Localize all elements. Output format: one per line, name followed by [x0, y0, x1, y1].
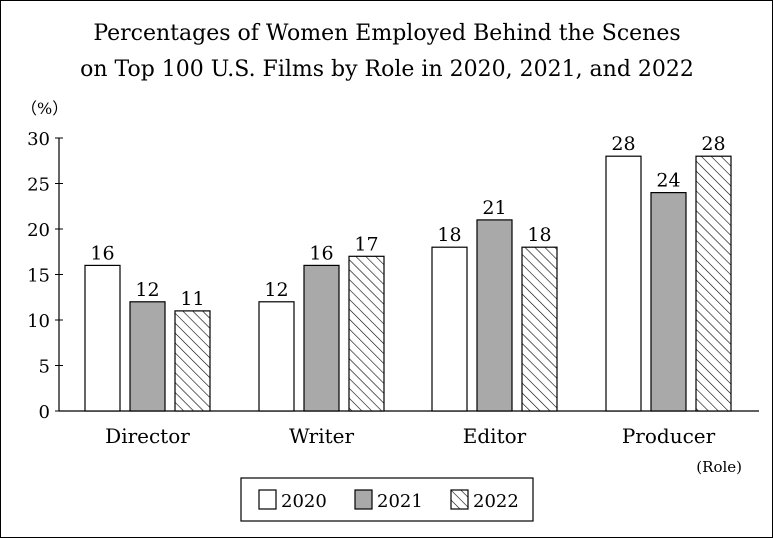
bar-writer-2022	[348, 255, 385, 412]
data-label: 11	[180, 288, 204, 310]
y-tick-label: 25	[27, 175, 50, 196]
y-axis-unit: （%）	[21, 99, 68, 118]
data-label: 24	[656, 170, 680, 192]
bar-editor-2020	[431, 246, 468, 412]
data-label: 17	[354, 233, 378, 255]
x-axis-unit: (Role)	[696, 458, 742, 476]
bar-producer-2020	[605, 155, 642, 412]
x-tick-label-editor: Editor	[463, 424, 527, 448]
legend-label-2020: 2020	[281, 491, 327, 512]
legend: 2020 2021 2022	[240, 477, 534, 522]
y-tick-label: 20	[27, 220, 50, 241]
legend-swatch-2021	[354, 489, 373, 510]
bar-editor-2021	[476, 219, 513, 412]
chart-title-line-2: on Top 100 U.S. Films by Role in 2020, 2…	[80, 57, 694, 82]
legend-swatch-2020	[258, 489, 277, 510]
bar-director-2020	[84, 264, 121, 412]
data-label: 28	[701, 133, 725, 155]
data-label: 21	[482, 197, 506, 219]
data-label: 18	[437, 224, 461, 246]
x-tick-label-writer: Writer	[289, 424, 354, 448]
bar-director-2022	[174, 310, 211, 412]
chart-title-line-1: Percentages of Women Employed Behind the…	[93, 21, 680, 46]
bar-writer-2020	[258, 301, 295, 412]
legend-swatch-2022	[450, 489, 469, 510]
bar-producer-2021	[650, 192, 687, 412]
bars: 16 12 11 Director 12 16 17 Writer 18 21 18 Editor 28…	[84, 133, 732, 448]
data-label: 18	[527, 224, 551, 246]
legend-box	[240, 477, 534, 522]
y-tick-label: 0	[39, 402, 50, 423]
y-tick-label: 5	[39, 357, 50, 378]
data-label: 12	[135, 279, 159, 301]
data-label: 28	[611, 133, 635, 155]
data-label: 12	[264, 279, 288, 301]
x-tick-label-producer: Producer	[622, 424, 716, 448]
legend-label-2022: 2022	[473, 491, 519, 512]
data-label: 16	[90, 242, 114, 264]
bar-producer-2022	[695, 155, 732, 412]
y-tick-label: 15	[27, 266, 50, 287]
bar-editor-2022	[521, 246, 558, 412]
data-label: 16	[309, 242, 333, 264]
y-tick-label: 30	[27, 129, 50, 150]
bar-writer-2021	[303, 264, 340, 412]
bar-director-2021	[129, 301, 166, 412]
y-tick-label: 10	[27, 311, 50, 332]
x-tick-label-director: Director	[105, 424, 190, 448]
legend-label-2021: 2021	[377, 491, 423, 512]
